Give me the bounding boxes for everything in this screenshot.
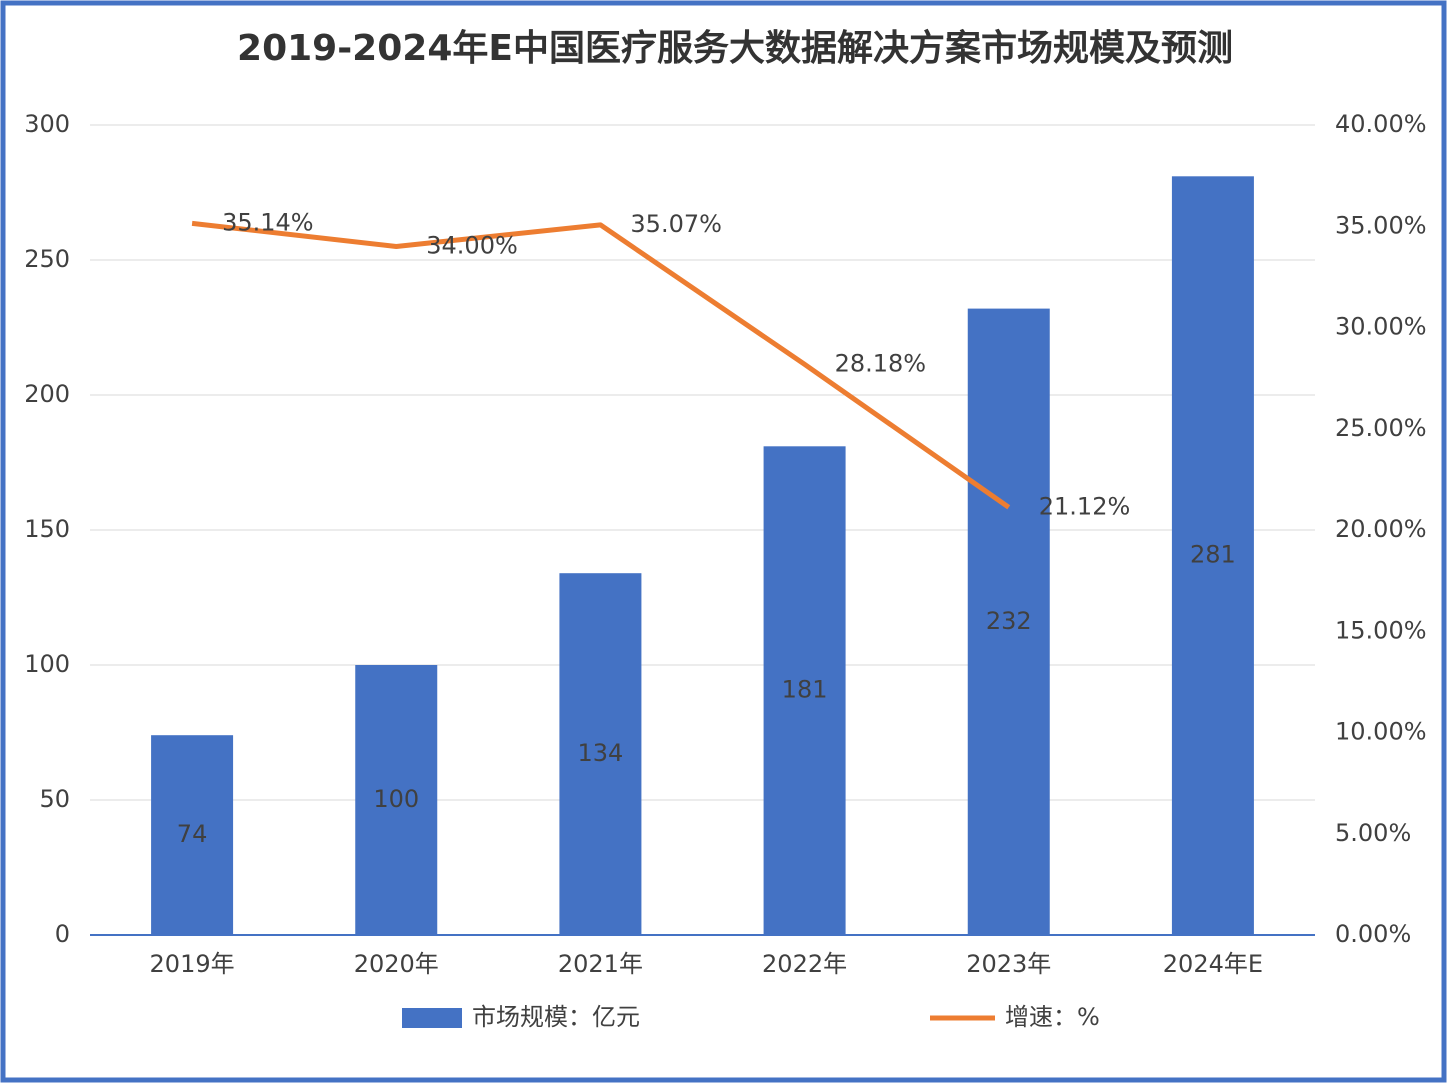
x-tick-label: 2021年 (558, 950, 643, 978)
line-value-label: 34.00% (426, 232, 518, 260)
y-tick-label: 100 (24, 650, 70, 678)
bar-value-label: 232 (986, 607, 1032, 635)
x-tick-label: 2024年E (1163, 950, 1263, 978)
y2-tick-label: 5.00% (1335, 819, 1411, 847)
y-tick-label: 50 (39, 785, 70, 813)
y2-tick-label: 25.00% (1335, 414, 1427, 442)
y-tick-label: 200 (24, 380, 70, 408)
line-series (191, 220, 1011, 510)
y2-tick-label: 15.00% (1335, 616, 1427, 644)
line-value-label: 21.12% (1039, 492, 1131, 520)
bar (355, 665, 438, 935)
legend-label: 增速：% (1005, 1003, 1100, 1031)
bar (559, 573, 642, 935)
y2-tick-label: 10.00% (1335, 718, 1427, 746)
y2-tick-label: 20.00% (1335, 515, 1427, 543)
y2-tick-label: 40.00% (1335, 110, 1427, 138)
chart-title: 2019-2024年E中国医疗服务大数据解决方案市场规模及预测 (237, 28, 1233, 69)
x-tick-label: 2023年 (966, 950, 1051, 978)
bar (967, 308, 1050, 936)
y2-tick-label: 0.00% (1335, 920, 1411, 948)
y2-tick-label: 35.00% (1335, 211, 1427, 239)
x-tick-label: 2022年 (762, 950, 847, 978)
y-tick-label: 150 (24, 515, 70, 543)
x-tick-label: 2019年 (150, 950, 235, 978)
legend-label: 市场规模：亿元 (472, 1003, 640, 1031)
bar (763, 446, 846, 935)
bar-value-label: 134 (578, 739, 624, 767)
line-value-label: 35.14% (222, 208, 314, 236)
y2-tick-label: 30.00% (1335, 313, 1427, 341)
y-tick-label: 250 (24, 245, 70, 273)
bar-value-label: 74 (177, 820, 208, 848)
bar-value-label: 281 (1190, 541, 1236, 569)
y-tick-label: 300 (24, 110, 70, 138)
line-value-label: 28.18% (835, 349, 927, 377)
bar (151, 735, 234, 935)
bar-value-label: 181 (782, 676, 828, 704)
legend-swatch (402, 1008, 462, 1028)
bar (1171, 176, 1254, 936)
bar-value-label: 100 (373, 785, 419, 813)
y-tick-label: 0 (55, 920, 70, 948)
line-value-label: 35.07% (630, 210, 722, 238)
x-tick-label: 2020年 (354, 950, 439, 978)
